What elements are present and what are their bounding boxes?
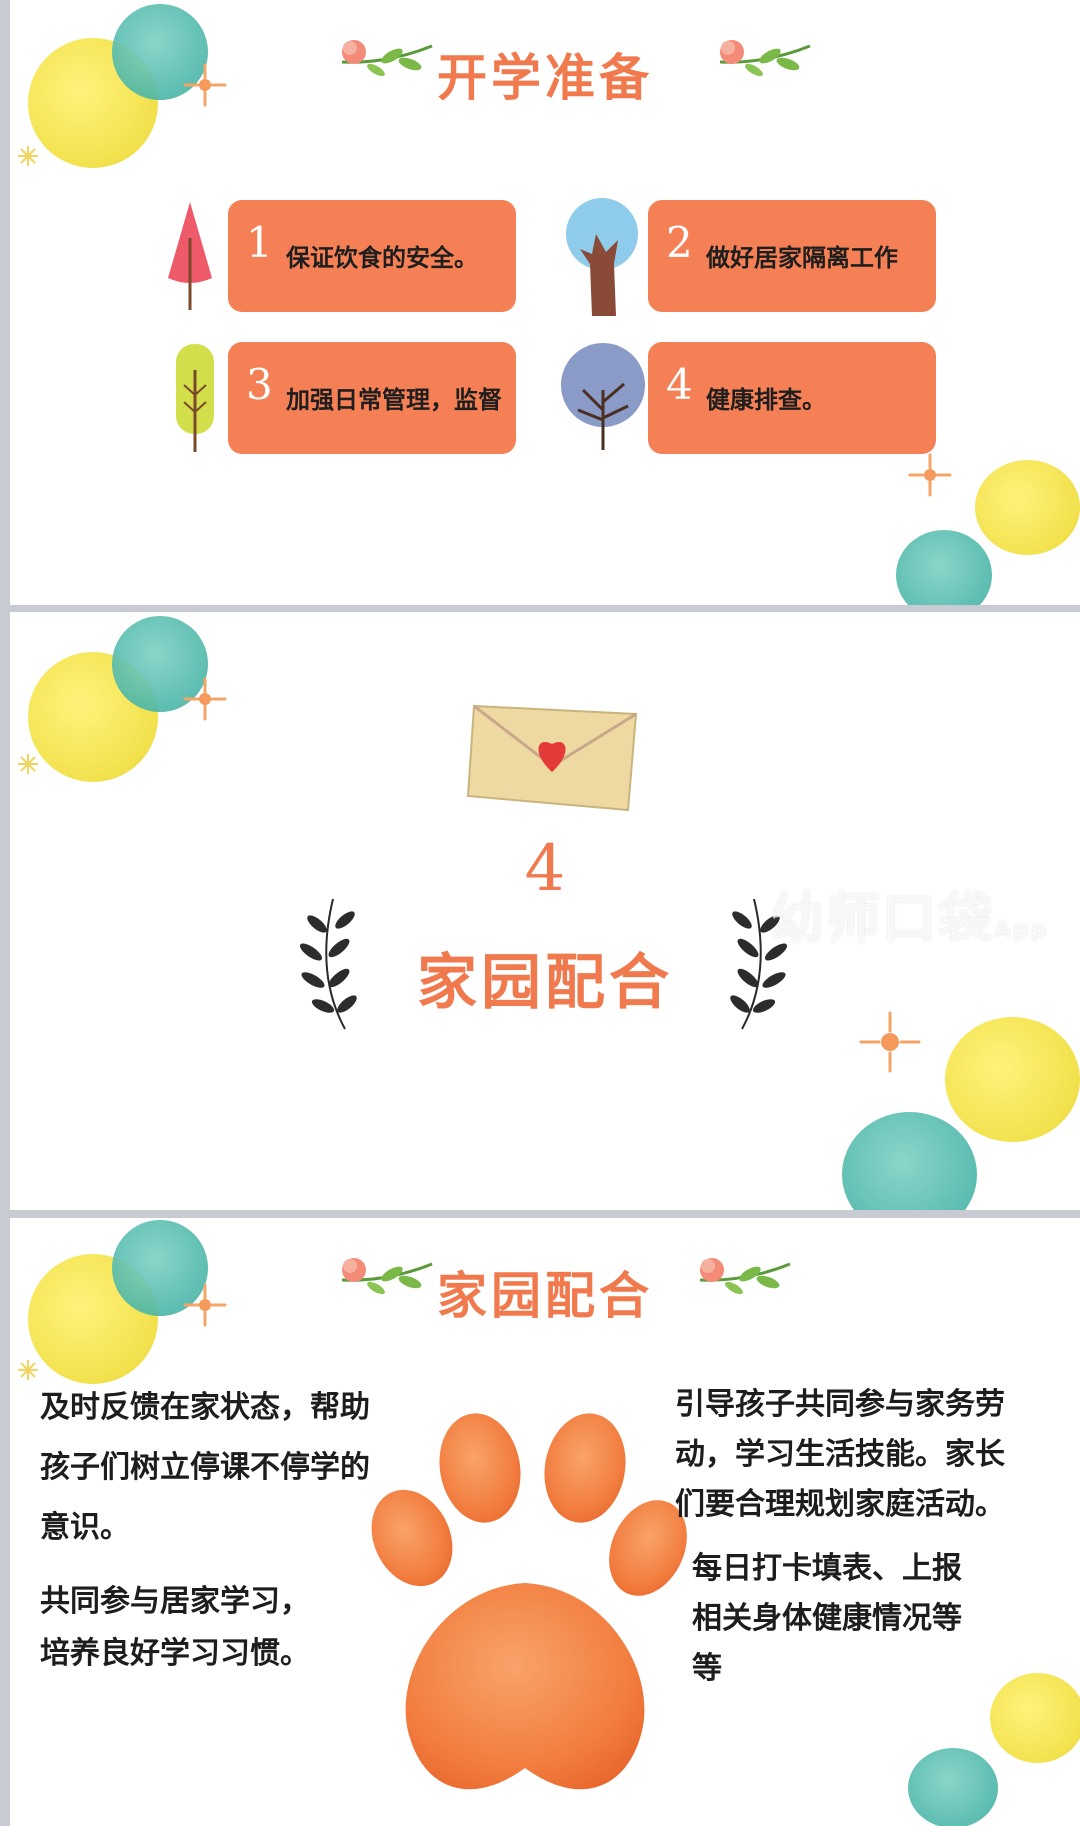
prep-item-4: 4 健康排查。 <box>648 342 936 454</box>
right-paragraph-1: 引导孩子共同参与家务劳 动，学习生活技能。家长 们要合理规划家庭活动。 <box>675 1380 1005 1530</box>
app-watermark: 幼师口袋App <box>770 874 1049 953</box>
yellow-watercolor-dot <box>990 1673 1080 1763</box>
right-paragraph-2: 每日打卡填表、上报 相关身体健康情况等 等 <box>692 1544 962 1694</box>
right-paragraph-2-line-3: 等 <box>692 1651 722 1686</box>
slide2-title: 家园配合 <box>417 948 673 1018</box>
sparkle-icon <box>183 1283 227 1327</box>
left-paragraph-1-line-2: 孩子们树立停课不停学的 <box>40 1450 370 1485</box>
right-paragraph-2-line-2: 相关身体健康情况等 <box>692 1601 962 1636</box>
flower-branch-right-icon <box>699 1258 791 1295</box>
right-paragraph-2-line-1: 每日打卡填表、上报 <box>692 1551 962 1586</box>
small-star-icon <box>18 146 38 166</box>
sparkle-icon <box>859 1011 921 1073</box>
right-paragraph-1-line-3: 们要合理规划家庭活动。 <box>675 1487 1005 1522</box>
slide-home-school-detail: 家园配合 及时反馈在家状态，帮助 孩子们树立停课不停学的 意识。 共同参与居家学… <box>10 1218 1080 1826</box>
flower-branch-right-icon <box>719 40 811 77</box>
flower-branch-left-icon <box>341 1258 433 1295</box>
right-paragraph-1-line-1: 引导孩子共同参与家务劳 <box>675 1387 1005 1422</box>
paw-print-icon <box>371 1413 687 1790</box>
slide1-title: 开学准备 <box>437 49 653 107</box>
prep-item-2-number: 2 <box>666 218 693 267</box>
watermark-text: 幼师口袋 <box>770 887 994 950</box>
prep-item-1-text: 保证饮食的安全。 <box>286 244 478 272</box>
blue-round-tree-icon <box>566 198 638 316</box>
teal-watercolor-dot <box>896 530 992 605</box>
laurel-right-icon <box>730 898 788 1030</box>
teal-watercolor-dot <box>842 1112 977 1210</box>
small-star-icon <box>18 1360 38 1380</box>
slide-home-school-cover: 4 家园配合 幼师口袋App <box>10 612 1080 1210</box>
yellow-watercolor-dot <box>945 1017 1080 1142</box>
small-star-icon <box>18 754 38 774</box>
prep-item-4-number: 4 <box>666 360 693 409</box>
prep-item-2: 2 做好居家隔离工作 <box>648 200 936 312</box>
teal-watercolor-dot <box>112 1220 208 1316</box>
red-tree-icon <box>168 202 212 310</box>
slide-school-prep: 开学准备 1 保证饮食的安全。 2 做好居家隔离工作 3 加强日常管理，监督 4 <box>10 0 1080 605</box>
left-paragraph-2-line-1: 共同参与居家学习， <box>40 1584 310 1619</box>
left-paragraph-1: 及时反馈在家状态，帮助 孩子们树立停课不停学的 意识。 <box>40 1378 370 1558</box>
left-paragraph-1-line-1: 及时反馈在家状态，帮助 <box>40 1390 370 1425</box>
purple-round-tree-icon <box>561 343 645 450</box>
prep-item-4-text: 健康排查。 <box>706 386 826 414</box>
watermark-suffix: App <box>994 918 1049 943</box>
prep-item-3-number: 3 <box>246 360 273 409</box>
slide3-title: 家园配合 <box>437 1267 653 1325</box>
left-paragraph-2-line-2: 培养良好学习习惯。 <box>40 1636 310 1671</box>
sparkle-icon <box>183 677 227 721</box>
flower-branch-left-icon <box>341 40 433 77</box>
left-paragraph-1-line-3: 意识。 <box>40 1510 130 1545</box>
yellow-watercolor-dot <box>975 460 1080 555</box>
right-paragraph-1-line-2: 动，学习生活技能。家长 <box>675 1437 1005 1472</box>
prep-item-1-number: 1 <box>246 218 273 267</box>
left-paragraph-2: 共同参与居家学习， 培养良好学习习惯。 <box>40 1576 310 1680</box>
sparkle-icon <box>908 453 952 497</box>
laurel-left-icon <box>299 898 357 1030</box>
teal-watercolor-dot <box>112 616 208 712</box>
sparkle-icon <box>183 63 227 107</box>
prep-item-2-text: 做好居家隔离工作 <box>706 244 898 272</box>
section-number: 4 <box>524 832 566 906</box>
prep-item-1: 1 保证饮食的安全。 <box>228 200 516 312</box>
envelope-heart-icon <box>466 704 638 812</box>
prep-item-3-text: 加强日常管理，监督 <box>286 386 502 414</box>
prep-item-3: 3 加强日常管理，监督 <box>228 342 516 454</box>
teal-watercolor-dot <box>908 1748 998 1826</box>
green-tree-icon <box>176 344 214 452</box>
